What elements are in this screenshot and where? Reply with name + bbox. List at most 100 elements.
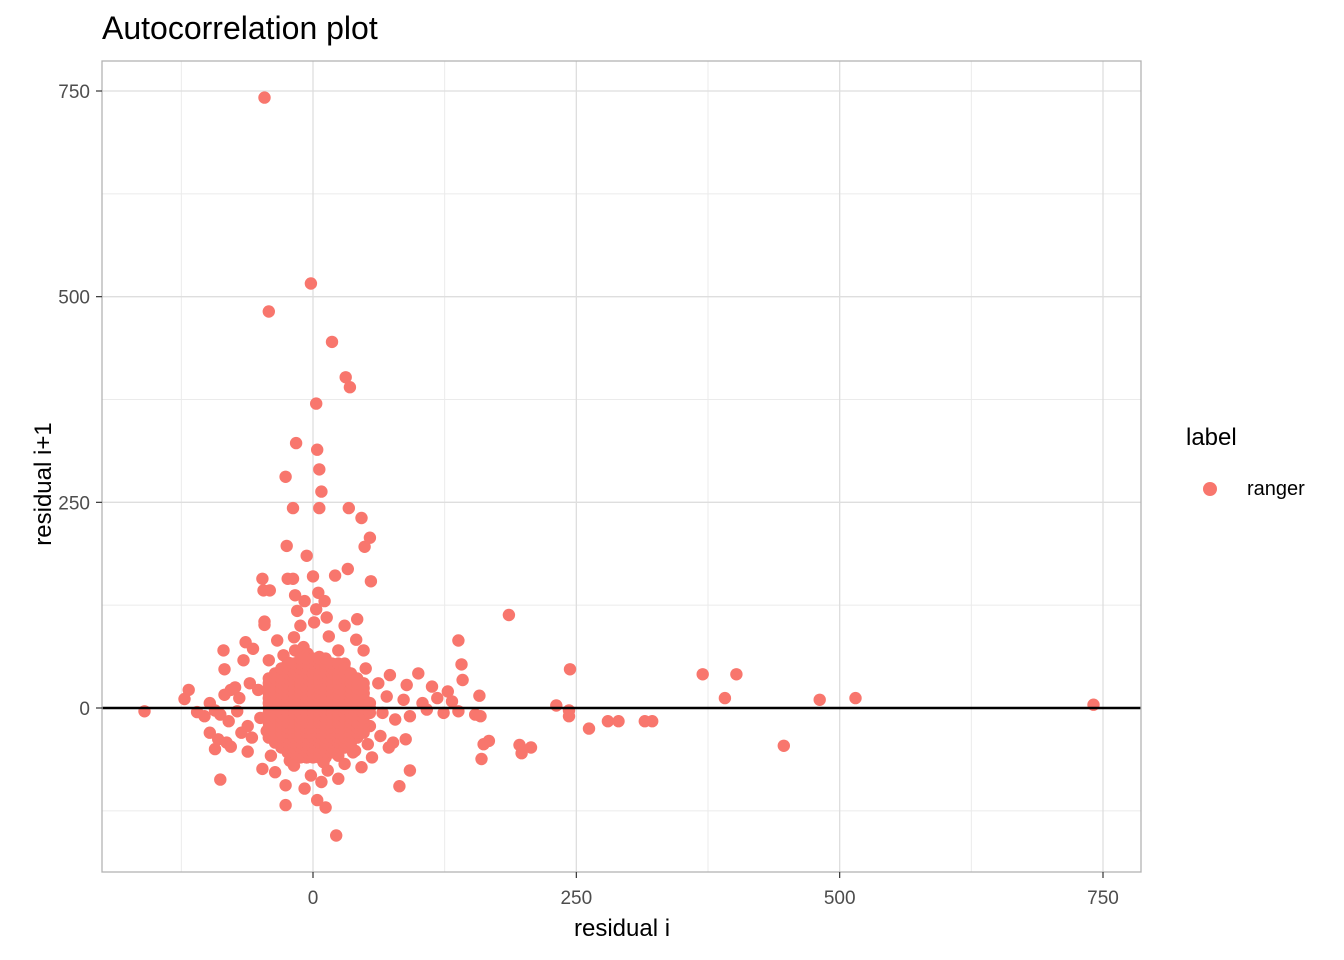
data-point [286,501,300,515]
data-point [339,371,352,384]
data-point [288,589,302,602]
data-point [322,630,335,643]
data-point [562,710,576,723]
data-point [601,715,615,728]
data-point [612,715,625,728]
data-point [477,738,490,751]
data-point [214,773,227,786]
data-point [359,662,372,675]
data-point [208,742,222,756]
data-point [245,731,259,744]
data-point [475,752,488,766]
data-point [455,658,468,671]
data-point [425,680,439,693]
data-point [397,693,410,706]
data-point [304,277,318,290]
data-point [319,801,332,814]
data-point [263,584,276,597]
data-point [294,619,307,632]
data-point [318,594,331,608]
x-tick-label: 500 [824,888,856,909]
data-point [338,757,351,771]
scatter-points [138,91,1100,842]
data-point [262,305,275,318]
data-point [214,708,227,721]
data-point [403,710,417,723]
data-point [338,619,351,632]
data-point [730,668,743,681]
data-point [376,706,389,720]
panel-border [101,60,1142,873]
legend-label-ranger: ranger [1247,478,1305,500]
data-point [258,618,271,632]
data-point [298,594,311,608]
data-point [524,741,538,754]
data-point [330,829,343,842]
data-point [343,381,357,394]
data-point [341,562,354,576]
data-point [383,668,397,682]
data-point [445,695,459,708]
data-point [357,677,370,690]
data-point [198,710,211,723]
data-point [374,729,387,743]
x-tick-label: 0 [308,888,319,909]
x-tick-label: 250 [560,888,592,909]
data-point [313,463,326,476]
data-point [310,603,323,616]
data-point [563,663,577,676]
data-point [361,738,374,751]
data-point [304,769,318,782]
data-point [178,692,191,706]
data-point [289,436,303,450]
major-grid [102,61,1141,872]
data-point [315,485,328,498]
data-point [355,761,368,774]
data-point [363,696,377,710]
data-point [437,706,450,720]
y-tick-label: 0 [79,699,90,720]
data-point [306,570,320,583]
y-tick-label: 750 [58,82,90,103]
data-point [515,747,528,760]
data-point [307,616,321,629]
data-point [456,673,469,687]
data-point [813,693,826,706]
data-point [279,798,292,812]
data-point [300,549,313,562]
data-point [382,741,395,754]
data-point [473,689,486,702]
data-point [310,397,323,410]
data-point [252,683,265,697]
data-point [243,677,256,690]
data-point [217,644,230,657]
data-point [452,634,465,647]
data-point [262,654,275,667]
data-point [246,642,260,655]
data-point [222,715,235,728]
data-point [357,644,370,657]
data-point [256,572,269,585]
data-point [696,668,709,681]
data-point [342,501,355,515]
data-point [350,633,363,646]
data-point [218,688,231,701]
data-point [358,540,371,553]
data-point [291,604,304,618]
data-point [258,91,271,104]
data-point [389,713,402,726]
data-point [399,733,412,746]
x-axis-label: residual i [573,915,671,942]
y-axis-ticks: 0 250 500 750 [58,82,102,720]
data-point [420,703,433,716]
data-point [372,677,385,690]
data-point [502,608,516,622]
x-tick-label: 750 [1087,888,1119,909]
data-point [279,470,292,483]
data-point [264,749,278,762]
y-tick-label: 500 [58,288,90,309]
legend-title: label [1186,424,1237,451]
data-point [403,764,417,777]
minor-grid [102,61,1141,872]
